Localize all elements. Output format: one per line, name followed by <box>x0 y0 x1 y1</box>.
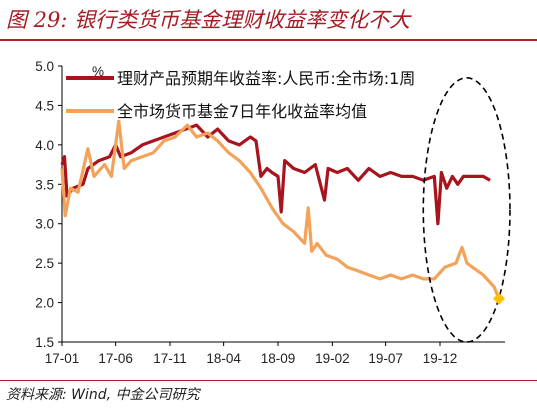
x-tick-label: 19-02 <box>315 351 350 366</box>
x-tick-label: 18-04 <box>206 351 241 366</box>
line-chart: 1.5 2.0 2.5 3.0 3.5 4.0 4.5 5.0 17-01 17-06 17-11… <box>35 59 511 366</box>
x-tick-label: 17-06 <box>98 351 133 366</box>
y-tick-label: 5.0 <box>35 59 54 74</box>
y-tick-label: 2.0 <box>35 296 54 311</box>
legend-label-mmf: 全市场货币基金7日年化收益率均值 <box>117 102 367 121</box>
chart-legend: 理财产品预期年收益率:人民币:全市场:1周 全市场货币基金7日年化收益率均值 <box>66 69 415 121</box>
x-axis-ticks: 17-01 17-06 17-11 18-04 18-09 19-02 19-07 19-12 <box>45 342 458 366</box>
series-layer <box>60 119 501 300</box>
y-tick-label: 4.5 <box>35 98 54 113</box>
footer-divider <box>0 380 537 381</box>
highlight-ellipse <box>422 77 511 343</box>
x-tick-label: 19-07 <box>368 351 403 366</box>
y-axis-ticks: 1.5 2.0 2.5 3.0 3.5 4.0 4.5 5.0 <box>35 59 62 350</box>
series-line-mmf <box>60 119 501 300</box>
source-note: 资料来源: Wind, 中金公司研究 <box>6 387 200 403</box>
x-tick-label: 17-11 <box>153 351 187 366</box>
series-line-wmp <box>60 123 491 226</box>
figure-title: 图 29: 银行类货币基金理财收益率变化不大 <box>6 8 411 32</box>
y-tick-label: 3.0 <box>35 217 54 232</box>
chart-axes <box>61 66 505 343</box>
y-tick-label: 4.0 <box>35 138 54 153</box>
x-tick-label: 17-01 <box>45 351 80 366</box>
y-tick-label: 2.5 <box>35 256 54 271</box>
end-marker-diamond <box>492 292 505 305</box>
title-divider <box>0 39 537 41</box>
x-tick-label: 19-12 <box>423 351 458 366</box>
legend-label-wmp: 理财产品预期年收益率:人民币:全市场:1周 <box>117 69 415 88</box>
y-tick-label: 3.5 <box>35 177 54 192</box>
y-axis-unit-label: % <box>92 64 104 79</box>
y-tick-label: 1.5 <box>35 335 54 350</box>
x-tick-label: 18-09 <box>261 351 296 366</box>
